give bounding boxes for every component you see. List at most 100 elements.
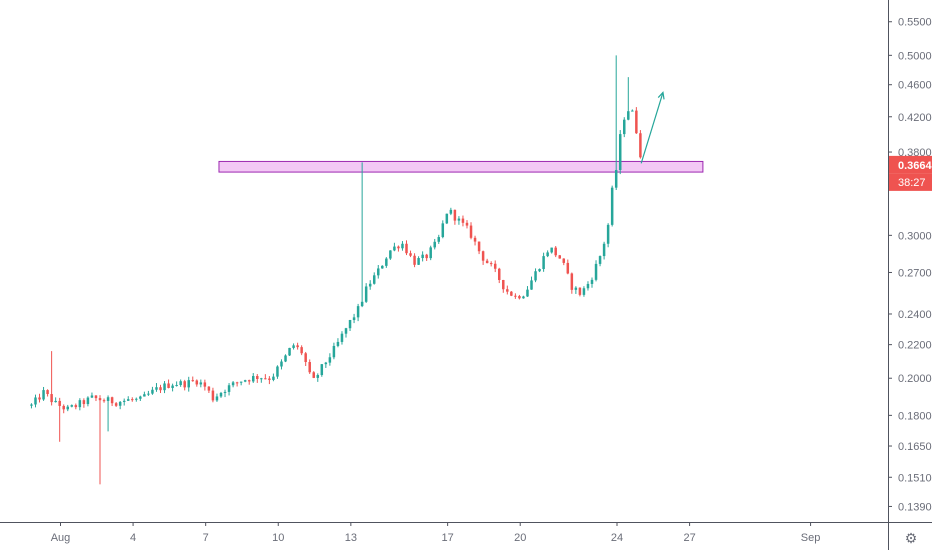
y-tick-label: 0.3000 — [898, 230, 932, 242]
countdown-label: 38:27 — [898, 177, 926, 189]
candle-body — [377, 268, 380, 276]
candle-body — [30, 404, 33, 406]
candle-body — [368, 283, 372, 287]
candle-body — [300, 347, 303, 354]
x-tick-label: 4 — [130, 532, 136, 544]
candle-body — [58, 400, 61, 406]
y-tick-label: 0.4600 — [898, 80, 932, 92]
candle-body — [252, 376, 255, 382]
candle-body — [618, 134, 622, 171]
candle-body — [502, 279, 505, 290]
candle-body — [635, 110, 638, 134]
candle-body — [538, 269, 541, 272]
y-tick-label: 0.1510 — [898, 472, 932, 484]
candle-body — [284, 355, 287, 362]
candle-body — [433, 241, 436, 248]
candle-body — [159, 387, 162, 391]
candle-body — [602, 243, 606, 257]
candle-body — [143, 394, 146, 397]
candle-body — [610, 187, 614, 225]
candle-body — [562, 258, 566, 263]
candle-body — [506, 289, 509, 292]
candle-body — [247, 380, 251, 382]
candle-body — [308, 362, 311, 373]
candle-body — [518, 296, 521, 299]
candle-body — [135, 398, 138, 400]
candle-body — [106, 397, 110, 401]
candle-body — [526, 289, 529, 297]
candle-body — [550, 247, 553, 253]
candle-body — [50, 394, 53, 403]
candle-body — [352, 317, 356, 321]
candle-body — [260, 378, 263, 380]
candle-body — [441, 223, 445, 238]
candle-body — [126, 399, 130, 401]
candle-body — [360, 301, 364, 307]
candle-body — [481, 251, 485, 261]
candle-body — [631, 110, 634, 112]
candle-body — [268, 378, 271, 380]
candle-body — [219, 392, 223, 397]
candle-body — [457, 218, 461, 221]
candle-body — [409, 253, 412, 256]
candle-body — [449, 209, 453, 214]
candle-body — [606, 224, 610, 244]
candle-body — [405, 243, 408, 254]
candle-body — [122, 400, 126, 402]
candle-body — [542, 256, 545, 270]
candle-body — [163, 383, 166, 391]
candle-body — [183, 381, 186, 388]
candle-body — [437, 237, 441, 242]
resistance-zone[interactable] — [218, 160, 704, 173]
candle-body — [86, 397, 90, 405]
candle-body — [304, 353, 307, 363]
candle-body — [469, 225, 473, 238]
candle-body — [203, 382, 207, 387]
candle-body — [598, 256, 602, 264]
candle-body — [78, 400, 82, 408]
candle-body — [42, 390, 45, 400]
candle-body — [413, 255, 416, 265]
x-tick-label: 7 — [203, 532, 209, 544]
candle-body — [372, 275, 376, 284]
candle-body — [46, 390, 49, 395]
candle-body — [94, 395, 98, 399]
candle-body — [239, 381, 243, 383]
projection-arrow[interactable] — [640, 92, 664, 164]
gear-icon[interactable]: ⚙ — [905, 530, 918, 546]
candle-body — [131, 399, 134, 401]
x-tick-label: 17 — [442, 532, 454, 544]
candle-body — [522, 296, 525, 299]
candle-body — [223, 391, 227, 393]
y-tick-label: 0.1390 — [898, 501, 932, 513]
y-tick-label: 0.5000 — [898, 50, 932, 62]
candle-body — [114, 403, 118, 406]
candle-body — [82, 400, 86, 405]
candle-body — [429, 247, 432, 259]
candle-body — [320, 364, 324, 376]
candle-body — [534, 271, 537, 281]
candle-body — [54, 400, 57, 403]
y-tick-label: 0.2000 — [898, 373, 932, 385]
y-tick-label: 0.2200 — [898, 340, 932, 352]
x-tick-label: 27 — [683, 532, 695, 544]
candle-body — [639, 133, 642, 158]
candle-body — [485, 260, 489, 264]
projection-arrow-head — [657, 91, 665, 100]
candle-body — [425, 254, 428, 259]
candle-body — [510, 291, 513, 296]
candle-body — [356, 306, 360, 318]
candle-body — [256, 376, 259, 379]
current-price-label: 0.3664 — [898, 160, 932, 172]
candle-body — [397, 246, 400, 249]
candle-body — [477, 241, 481, 252]
candle-body — [66, 406, 69, 410]
candle-body — [151, 389, 154, 394]
candle-body — [497, 268, 501, 280]
candle-body — [614, 170, 618, 188]
candle-body — [332, 345, 336, 358]
candle-body — [623, 119, 626, 135]
x-tick-label: 20 — [514, 532, 526, 544]
